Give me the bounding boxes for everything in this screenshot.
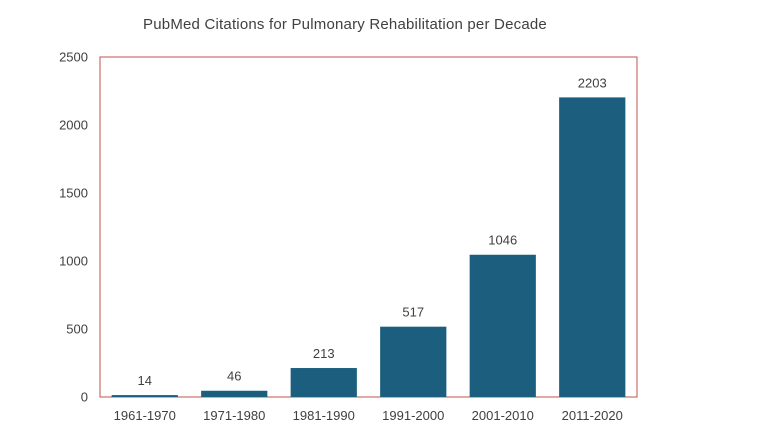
bar-value-label: 1046 <box>488 233 517 248</box>
x-tick-label: 2011-2020 <box>562 408 623 423</box>
y-tick-label: 500 <box>66 322 88 337</box>
bar-series: 14 46 213 517 1046 2203 <box>111 75 626 397</box>
bar <box>559 97 626 397</box>
chart-title: PubMed Citations for Pulmonary Rehabilit… <box>143 16 547 33</box>
bar-value-label: 2203 <box>578 75 607 90</box>
bar <box>380 326 447 397</box>
bar <box>201 390 268 397</box>
bar-value-label: 46 <box>227 369 241 384</box>
x-tick-label: 1961-1970 <box>114 408 176 423</box>
x-tick-label: 1971-1980 <box>203 408 265 423</box>
bar-value-label: 213 <box>313 346 335 361</box>
y-axis: 0 500 1000 1500 2000 2500 <box>59 50 88 405</box>
y-tick-label: 1000 <box>59 254 88 269</box>
x-tick-label: 2001-2010 <box>472 408 534 423</box>
x-axis: 1961-1970 1971-1980 1981-1990 1991-2000 2001… <box>114 408 623 423</box>
bar <box>290 368 357 397</box>
plot-area-border <box>99 56 638 398</box>
y-tick-label: 2000 <box>59 118 88 133</box>
bar <box>469 254 536 397</box>
x-tick-label: 1991-2000 <box>382 408 444 423</box>
y-tick-label: 0 <box>81 390 88 405</box>
y-tick-label: 2500 <box>59 50 88 65</box>
y-tick-label: 1500 <box>59 186 88 201</box>
x-tick-label: 1981-1990 <box>293 408 355 423</box>
bar-value-label: 14 <box>138 373 152 388</box>
bar <box>111 395 178 397</box>
bar-value-label: 517 <box>402 305 424 320</box>
